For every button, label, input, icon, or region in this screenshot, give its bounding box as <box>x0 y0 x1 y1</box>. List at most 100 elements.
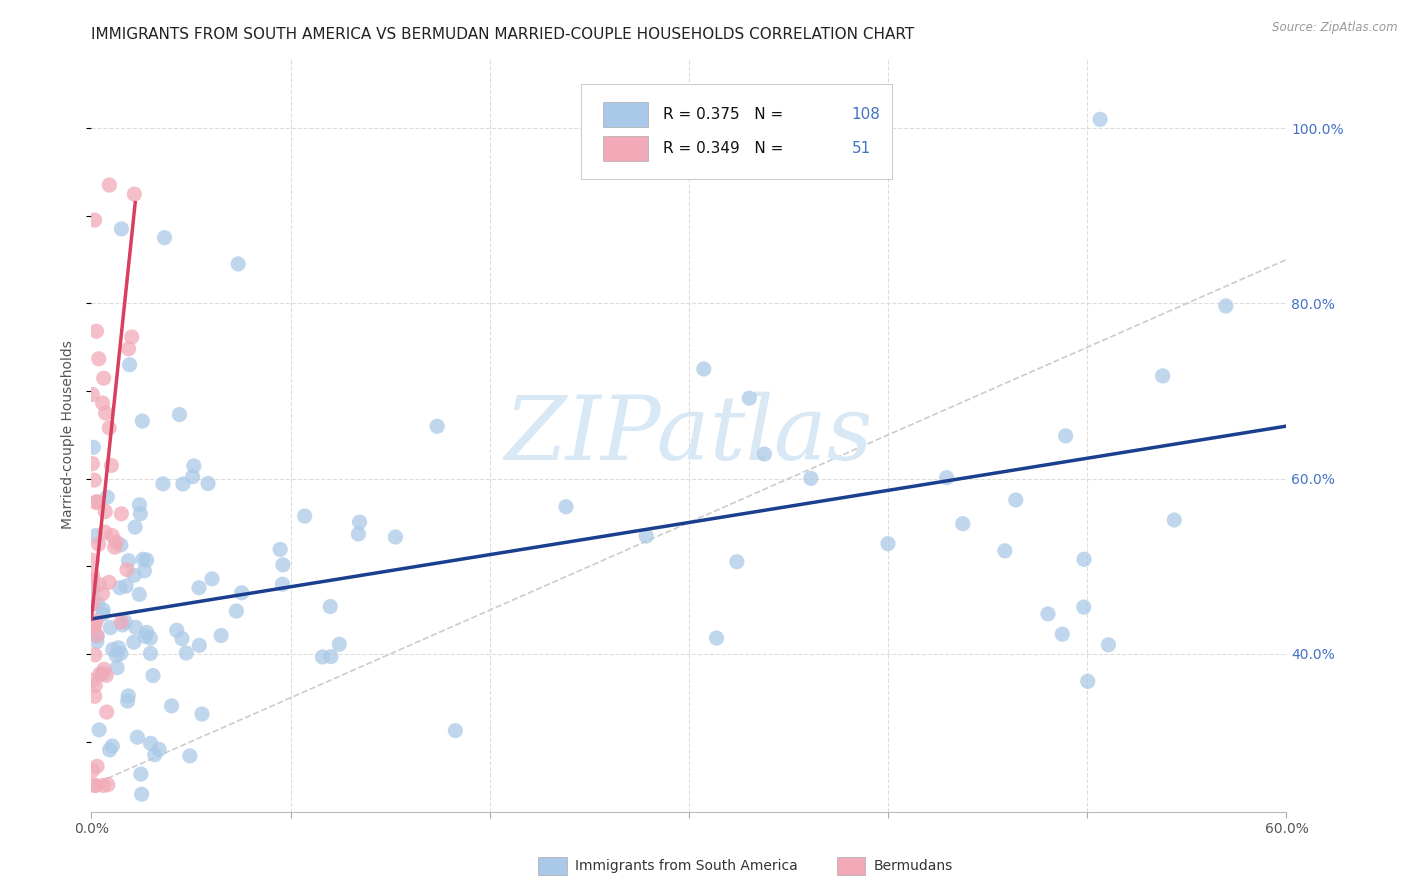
Point <box>693 362 716 376</box>
Point <box>271 558 294 572</box>
Point <box>1152 368 1174 383</box>
Point <box>117 554 139 568</box>
Point <box>191 706 214 721</box>
Point <box>131 414 153 428</box>
Point <box>91 396 114 410</box>
Point <box>172 477 194 491</box>
Point <box>134 629 156 643</box>
Point <box>231 586 253 600</box>
Point <box>101 528 124 542</box>
Text: R = 0.375   N =: R = 0.375 N = <box>662 107 787 122</box>
Point <box>117 694 139 708</box>
Point <box>87 537 110 551</box>
Point <box>935 470 957 484</box>
Point <box>129 507 152 521</box>
Point <box>84 678 107 692</box>
Point <box>426 419 449 434</box>
Point <box>87 351 110 366</box>
Point <box>131 787 153 801</box>
Point <box>93 662 115 676</box>
Point <box>82 574 104 588</box>
Point <box>197 476 219 491</box>
Point <box>108 581 131 595</box>
Point <box>269 542 291 557</box>
Point <box>555 500 578 514</box>
Point <box>738 391 761 405</box>
Point <box>134 564 156 578</box>
Point <box>179 748 201 763</box>
Point <box>111 618 134 632</box>
Point <box>117 689 139 703</box>
Point <box>98 575 121 590</box>
Point <box>135 553 157 567</box>
Point <box>183 458 205 473</box>
Point <box>209 628 232 642</box>
Point <box>94 406 117 420</box>
Point <box>125 620 148 634</box>
Point <box>91 666 114 681</box>
Point <box>124 520 146 534</box>
Point <box>82 582 104 596</box>
Point <box>114 615 136 629</box>
Point <box>347 527 370 541</box>
Point <box>121 330 143 344</box>
Point <box>110 538 132 552</box>
Point <box>1036 607 1059 621</box>
Point <box>271 577 294 591</box>
Point <box>311 650 333 665</box>
Point <box>83 213 105 227</box>
Point <box>84 618 107 632</box>
Text: 51: 51 <box>852 141 870 156</box>
Point <box>96 490 118 504</box>
Point <box>84 528 107 542</box>
Point <box>118 358 141 372</box>
Point <box>91 587 114 601</box>
Point <box>96 668 118 682</box>
Point <box>96 705 118 719</box>
Point <box>83 473 105 487</box>
Point <box>139 646 162 660</box>
Point <box>86 597 108 611</box>
Point <box>754 447 776 461</box>
Point <box>98 178 121 192</box>
Bar <box>603 102 648 128</box>
Point <box>110 507 132 521</box>
Point <box>98 421 121 435</box>
Point <box>142 668 165 682</box>
Point <box>82 673 104 688</box>
Point <box>104 540 127 554</box>
Point <box>319 649 342 664</box>
Point <box>225 604 247 618</box>
Point <box>1073 600 1095 615</box>
Point <box>91 607 114 622</box>
FancyBboxPatch shape <box>582 85 891 178</box>
Point <box>139 736 162 750</box>
Point <box>110 615 132 629</box>
Point <box>82 597 104 611</box>
Y-axis label: Married-couple Households: Married-couple Households <box>62 341 76 529</box>
Point <box>127 730 149 744</box>
Point <box>107 640 129 655</box>
Point <box>84 495 107 509</box>
Point <box>139 631 162 645</box>
Point <box>148 742 170 756</box>
Point <box>122 635 145 649</box>
Point <box>98 743 121 757</box>
Point <box>89 667 111 681</box>
Point <box>994 544 1017 558</box>
Point <box>101 739 124 753</box>
Point <box>128 587 150 601</box>
Point <box>135 625 157 640</box>
Point <box>97 778 120 792</box>
Point <box>169 408 191 422</box>
Point <box>91 603 114 617</box>
Point <box>384 530 406 544</box>
Point <box>725 555 748 569</box>
Point <box>100 621 122 635</box>
Point <box>153 230 176 244</box>
Point <box>82 567 104 582</box>
Point <box>201 572 224 586</box>
Point <box>800 471 823 485</box>
Point <box>166 624 188 638</box>
Point <box>86 759 108 773</box>
